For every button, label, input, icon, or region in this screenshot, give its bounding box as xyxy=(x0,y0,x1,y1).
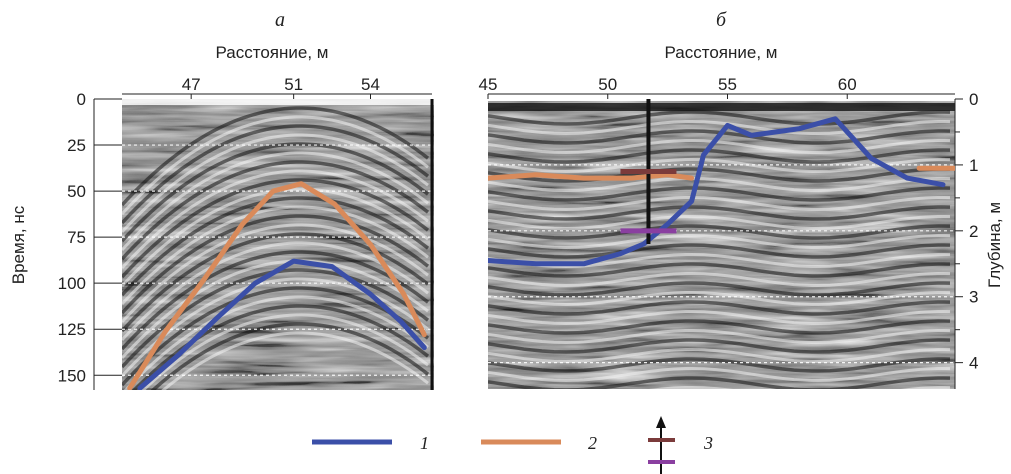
panel-a-grid xyxy=(122,144,432,376)
legend-label-3: 3 xyxy=(703,433,713,453)
panel-b-xlabel: Расстояние, м xyxy=(665,43,778,62)
x-tick-label: 47 xyxy=(182,75,201,94)
panel-a-ticks: 0 25 50 75 100 125 150 47 51 54 xyxy=(58,75,432,385)
y-tick-label: 2 xyxy=(969,222,978,241)
y-tick-label: 0 xyxy=(77,90,86,109)
y-tick-label: 3 xyxy=(969,288,978,307)
legend-label-1: 1 xyxy=(420,433,429,453)
series-line-2 xyxy=(127,181,427,390)
panel-b-series xyxy=(488,116,955,267)
x-tick-label: 60 xyxy=(838,75,857,94)
panel-b: б Расстояние, м Глубина, м 0 1 2 3 4 45 50 55 60 xyxy=(479,9,1004,389)
x-tick-label: 55 xyxy=(718,75,737,94)
y-tick-label: 0 xyxy=(969,90,978,109)
panel-a: а Расстояние, м Время, нс 0 25 50 75 100 125 1… xyxy=(9,9,434,390)
x-tick-label: 45 xyxy=(479,75,498,94)
panel-b-borehole xyxy=(620,99,677,244)
x-tick-label: 51 xyxy=(284,75,303,94)
panel-b-label: б xyxy=(716,9,727,31)
y-tick-label: 25 xyxy=(67,136,86,155)
panel-a-label: а xyxy=(275,9,285,31)
x-tick-label: 54 xyxy=(361,75,380,94)
panel-b-reflections xyxy=(488,103,955,389)
y-tick-label: 1 xyxy=(969,156,978,175)
y-tick-label: 50 xyxy=(67,182,86,201)
legend-label-2: 2 xyxy=(588,433,597,453)
y-tick-label: 75 xyxy=(67,228,86,247)
series-line-2 xyxy=(488,172,695,181)
series-line-1 xyxy=(137,258,427,390)
y-tick-label: 150 xyxy=(58,366,86,385)
y-tick-label: 100 xyxy=(58,274,86,293)
legend: 1 2 3 xyxy=(312,416,713,474)
y-tick-label: 4 xyxy=(969,354,978,373)
panel-a-series xyxy=(127,181,427,390)
panel-b-ylabel: Глубина, м xyxy=(985,202,1004,288)
panel-a-top-band xyxy=(122,99,434,105)
panel-a-ylabel: Время, нс xyxy=(9,205,28,284)
panel-a-xlabel: Расстояние, м xyxy=(216,43,329,62)
legend-borehole-arrow-icon xyxy=(656,416,666,428)
series-line-1 xyxy=(488,116,946,267)
panel-b-ticks: 0 1 2 3 4 45 50 55 60 xyxy=(479,75,979,373)
x-tick-label: 50 xyxy=(598,75,617,94)
y-tick-label: 125 xyxy=(58,320,86,339)
